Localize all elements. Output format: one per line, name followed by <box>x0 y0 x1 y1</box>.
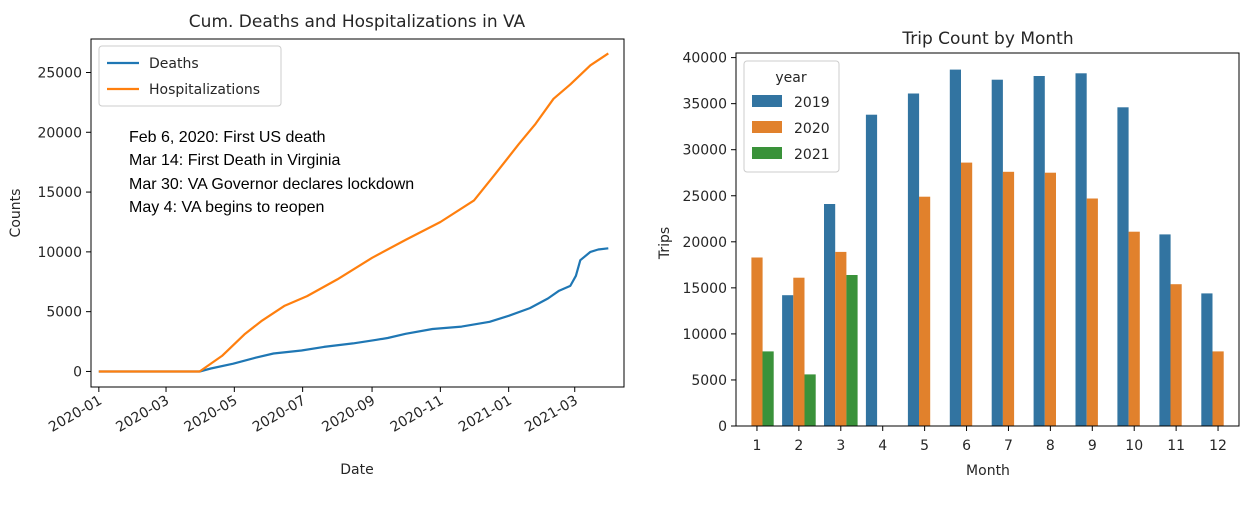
line-chart: Cum. Deaths and Hospitalizations in VA C… <box>8 12 625 478</box>
legend-label-hospitalizations: Hospitalizations <box>149 82 260 98</box>
legend: Deaths Hospitalizations <box>98 45 282 107</box>
x-tick-label: 6 <box>962 438 971 454</box>
y-tick-label: 15000 <box>682 281 727 297</box>
legend-title: year <box>775 70 806 86</box>
annotation-line: Feb 6, 2020: First US death <box>129 129 326 146</box>
legend-label-2019: 2019 <box>794 95 830 111</box>
x-tick-label: 2020-05 <box>182 393 241 436</box>
x-tick-label: 8 <box>1046 438 1055 454</box>
x-tick-label: 4 <box>878 438 887 454</box>
x-axis-label: Date <box>340 462 373 478</box>
bar-2019-month-6 <box>949 69 961 426</box>
legend-label-2020: 2020 <box>794 121 830 137</box>
x-tick-label: 2020-09 <box>319 393 378 436</box>
y-axis-label: Counts <box>8 189 24 238</box>
series-lines <box>98 52 609 373</box>
bar-chart: Trip Count by Month Trips Month 05000100… <box>657 29 1240 479</box>
x-tick-label: 2021-03 <box>522 393 581 436</box>
bar-2020-month-8 <box>1044 172 1056 426</box>
y-tick-label: 40000 <box>682 51 727 67</box>
y-ticks: 0 5000 10000 15000 20000 25000 30000 35000 40000 <box>682 51 736 435</box>
x-tick-label: 2020-07 <box>250 393 309 436</box>
bar-2020-month-7 <box>1002 171 1015 426</box>
chart-title: Trip Count by Month <box>901 29 1073 49</box>
y-tick-label: 20000 <box>682 235 727 251</box>
y-axis-label: Trips <box>657 227 673 260</box>
x-tick-label: 2020-11 <box>388 393 447 436</box>
legend-label-deaths: Deaths <box>149 56 199 72</box>
legend-box <box>98 45 282 107</box>
legend-box <box>743 60 840 173</box>
bar-2019-month-7 <box>991 79 1003 426</box>
bar-2020-month-5 <box>919 196 931 426</box>
bar-2020-month-3 <box>835 251 847 426</box>
y-tick-label: 25000 <box>682 189 727 205</box>
bar-2020-month-11 <box>1170 284 1182 426</box>
x-tick-label: 3 <box>836 438 845 454</box>
bar-2019-month-3 <box>824 204 836 426</box>
bar-2019-month-9 <box>1075 73 1087 427</box>
x-tick-label: 2 <box>794 438 803 454</box>
bar-2020-month-12 <box>1212 351 1224 426</box>
bars <box>751 69 1224 427</box>
bar-2020-month-10 <box>1128 231 1140 426</box>
legend-swatch-2019 <box>752 95 782 107</box>
bar-2020-month-6 <box>961 162 973 426</box>
bar-2020-month-2 <box>793 277 805 426</box>
legend-swatch-2020 <box>752 121 782 133</box>
x-ticks: 1 2 3 4 5 6 7 8 9 10 11 12 <box>752 426 1227 454</box>
bar-2019-month-2 <box>782 295 794 426</box>
annotation-line: Mar 30: VA Governor declares lockdown <box>129 176 414 193</box>
x-tick-label: 2020-01 <box>46 393 105 436</box>
x-tick-label: 12 <box>1209 438 1227 454</box>
annotation-block: Feb 6, 2020: First US death Mar 14: Firs… <box>129 129 414 216</box>
bar-2019-month-10 <box>1117 107 1129 427</box>
y-tick-label: 5000 <box>691 373 727 389</box>
bar-2021-month-2 <box>804 374 816 426</box>
y-tick-label: 20000 <box>37 125 82 141</box>
x-tick-label: 2020-03 <box>113 393 172 436</box>
x-tick-label: 7 <box>1004 438 1013 454</box>
y-tick-label: 25000 <box>37 65 82 81</box>
plot-frame <box>90 38 625 388</box>
y-tick-label: 0 <box>718 419 727 435</box>
y-tick-label: 15000 <box>37 185 82 201</box>
series-line-hospitalizations <box>98 52 609 373</box>
legend: year 2019 2020 2021 <box>743 60 840 173</box>
bar-2021-month-3 <box>846 275 858 426</box>
x-tick-label: 2021-01 <box>456 393 515 436</box>
legend-swatch-2021 <box>752 147 782 159</box>
x-tick-label: 9 <box>1088 438 1097 454</box>
x-tick-label: 1 <box>752 438 761 454</box>
y-tick-label: 30000 <box>682 143 727 159</box>
bar-2019-month-4 <box>865 114 878 426</box>
legend-label-2021: 2021 <box>794 147 830 163</box>
annotation-line: May 4: VA begins to reopen <box>129 199 324 216</box>
bar-2019-month-5 <box>907 93 920 426</box>
bar-2019-month-8 <box>1033 76 1045 426</box>
annotation-line: Mar 14: First Death in Virginia <box>129 152 340 169</box>
plot-frame <box>735 52 1240 427</box>
y-tick-label: 5000 <box>46 305 82 321</box>
y-tick-label: 35000 <box>682 97 727 113</box>
bar-2019-month-12 <box>1201 293 1213 426</box>
x-ticks: 2020-01 2020-03 2020-05 2020-07 2020-09 2020-… <box>46 387 581 436</box>
chart-title: Cum. Deaths and Hospitalizations in VA <box>189 12 526 32</box>
y-tick-label: 10000 <box>37 245 82 261</box>
y-tick-label: 0 <box>73 364 82 380</box>
x-tick-label: 11 <box>1167 438 1185 454</box>
x-axis-label: Month <box>966 463 1010 479</box>
bar-2021-month-1 <box>762 351 774 426</box>
bar-2019-month-11 <box>1159 234 1171 426</box>
y-ticks: 0 5000 10000 15000 20000 25000 <box>37 65 91 380</box>
x-tick-label: 5 <box>920 438 929 454</box>
bar-2020-month-1 <box>751 257 763 426</box>
bar-2020-month-9 <box>1086 198 1098 426</box>
series-line-deaths <box>98 247 609 373</box>
x-tick-label: 10 <box>1125 438 1143 454</box>
y-tick-label: 10000 <box>682 327 727 343</box>
